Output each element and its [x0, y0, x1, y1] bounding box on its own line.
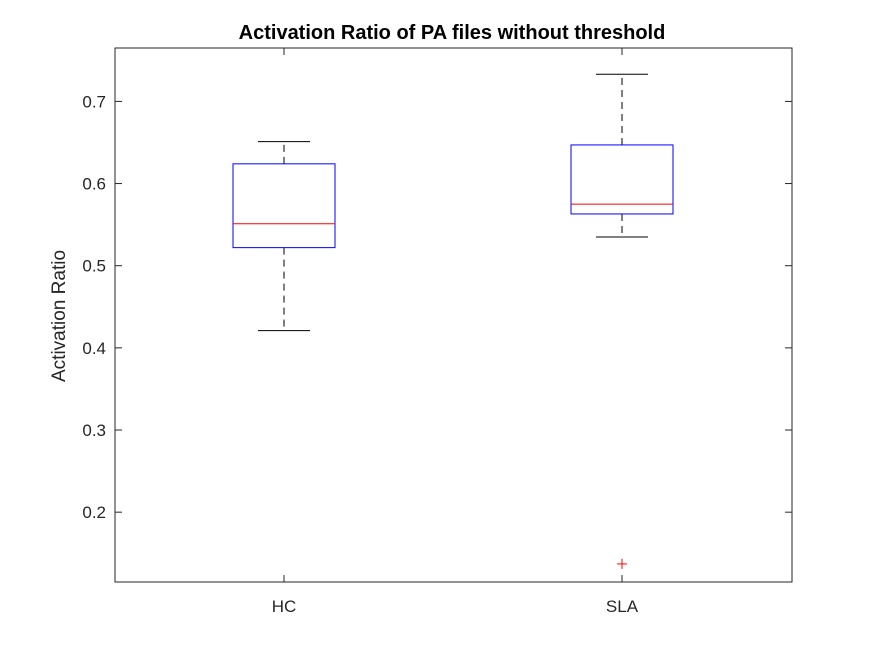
box-sla: [570, 144, 674, 215]
y-tick-label: 0.2: [82, 503, 106, 522]
y-tick-label: 0.7: [82, 92, 106, 111]
x-tick-label-hc: HC: [272, 597, 297, 616]
y-axis-label: Activation Ratio: [49, 250, 70, 382]
y-tick-label: 0.4: [82, 339, 106, 358]
box-hc: [232, 163, 336, 249]
y-tick-label: 0.5: [82, 257, 106, 276]
y-tick-label: 0.3: [82, 421, 106, 440]
axes-frame: [114, 47, 793, 583]
y-tick-label: 0.6: [82, 175, 106, 194]
plot-area: 0.2 0.3 0.4 0.5 0.6 0.7 HC SLA: [82, 47, 793, 616]
x-tick-label-sla: SLA: [606, 597, 639, 616]
chart-title: Activation Ratio of PA files without thr…: [239, 22, 666, 44]
